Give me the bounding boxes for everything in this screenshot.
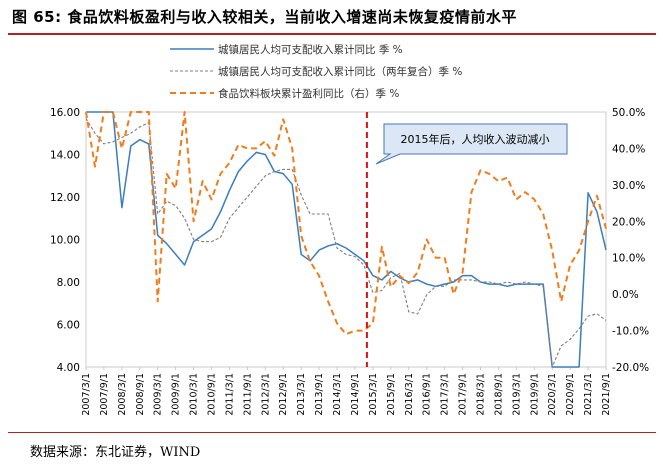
x-tick-label: 2014/9/1: [350, 373, 361, 416]
x-tick-label: 2010/3/1: [189, 373, 200, 416]
series-urban-income-line: [86, 111, 607, 368]
legend-food-profit-label: 食品饮料板块累计盈利同比（右）季 %: [218, 87, 399, 100]
data-source: 数据来源：东北证券，WIND: [30, 445, 201, 460]
x-tick-label: 2014/3/1: [332, 373, 343, 416]
x-tick-label: 2011/3/1: [224, 373, 235, 416]
y-right-tick-label: 20.0%: [612, 216, 645, 228]
y-right-tick-label: -10.0%: [612, 326, 649, 338]
x-tick-label: 2018/3/1: [475, 373, 486, 416]
x-tick-label: 2020/3/1: [547, 373, 558, 416]
x-tick-label: 2010/9/1: [207, 373, 218, 416]
figure-title: 图 65: 食品饮料板盈利与收入较相关，当前收入增速尚未恢复疫情前水平: [12, 8, 517, 26]
x-tick-label: 2015/9/1: [386, 373, 397, 416]
x-tick-label: 2011/9/1: [242, 373, 253, 416]
y-left-tick-label: 16.00: [50, 107, 80, 119]
x-tick-label: 2020/9/1: [565, 373, 576, 416]
x-tick-label: 2007/9/1: [99, 373, 110, 416]
x-tick-label: 2021/9/1: [601, 373, 612, 416]
x-tick-label: 2019/3/1: [511, 373, 522, 416]
y-left-tick-label: 6.00: [57, 320, 80, 332]
footer-rule: [8, 432, 656, 433]
y-right-tick-label: 50.0%: [612, 107, 645, 119]
x-tick-label: 2017/3/1: [440, 373, 451, 416]
y-left-tick-label: 4.00: [57, 362, 80, 374]
y-left-tick-label: 14.00: [50, 150, 80, 162]
legend-urban-income-label: 城镇居民人均可支配收入累计同比 季 %: [218, 43, 403, 56]
x-tick-label: 2009/3/1: [153, 373, 164, 416]
x-tick-label: 2018/9/1: [493, 373, 504, 416]
series-group: [85, 111, 607, 368]
annotation-callout-box: [375, 123, 568, 165]
x-tick-label: 2008/3/1: [117, 373, 128, 416]
x-tick-label: 2012/3/1: [260, 373, 271, 416]
plot-area-frame: [85, 111, 607, 368]
axes: 16.00 14.00 12.00 10.00 8.00 6.00 4.00 50.0% 40.…: [50, 107, 649, 416]
x-tick-label: 2016/3/1: [404, 373, 415, 416]
x-tick-label: 2013/3/1: [296, 373, 307, 416]
y-right-tick-label: 0.0%: [612, 289, 639, 301]
series-food-profit-line: [85, 111, 607, 336]
y-left-tick-label: 10.00: [50, 235, 80, 247]
callout-group: 2015年后，人均收入波动减小: [375, 123, 568, 165]
y-right-tick-label: 40.0%: [612, 143, 645, 155]
y-left-tick-label: 8.00: [57, 277, 80, 289]
series-urban-income-2y-line: [85, 118, 607, 368]
x-tick-label: 2013/9/1: [314, 373, 325, 416]
x-tick-label: 2021/3/1: [583, 373, 594, 416]
x-tick-label: 2009/9/1: [171, 373, 182, 416]
x-tick-label: 2012/9/1: [278, 373, 289, 416]
title-rule: [8, 33, 656, 35]
x-tick-label: 2016/9/1: [422, 373, 433, 416]
x-tick-label: 2017/9/1: [458, 373, 469, 416]
legend: 城镇居民人均可支配收入累计同比 季 % 城镇居民人均可支配收入累计同比（两年复合）…: [170, 43, 462, 100]
x-tick-label: 2008/9/1: [135, 373, 146, 416]
x-tick-label: 2015/3/1: [368, 373, 379, 416]
y-right-tick-label: -20.0%: [612, 362, 649, 374]
y-right-tick-label: 30.0%: [612, 180, 645, 192]
y-right-tick-label: 10.0%: [612, 253, 645, 265]
legend-urban-income-2y-label: 城镇居民人均可支配收入累计同比（两年复合）季 %: [218, 65, 462, 78]
x-tick-label: 2019/9/1: [529, 373, 540, 416]
y-left-tick-label: 12.00: [50, 192, 80, 204]
annotation-text: 2015年后，人均收入波动减小: [401, 132, 550, 146]
x-tick-label: 2007/3/1: [81, 373, 92, 416]
